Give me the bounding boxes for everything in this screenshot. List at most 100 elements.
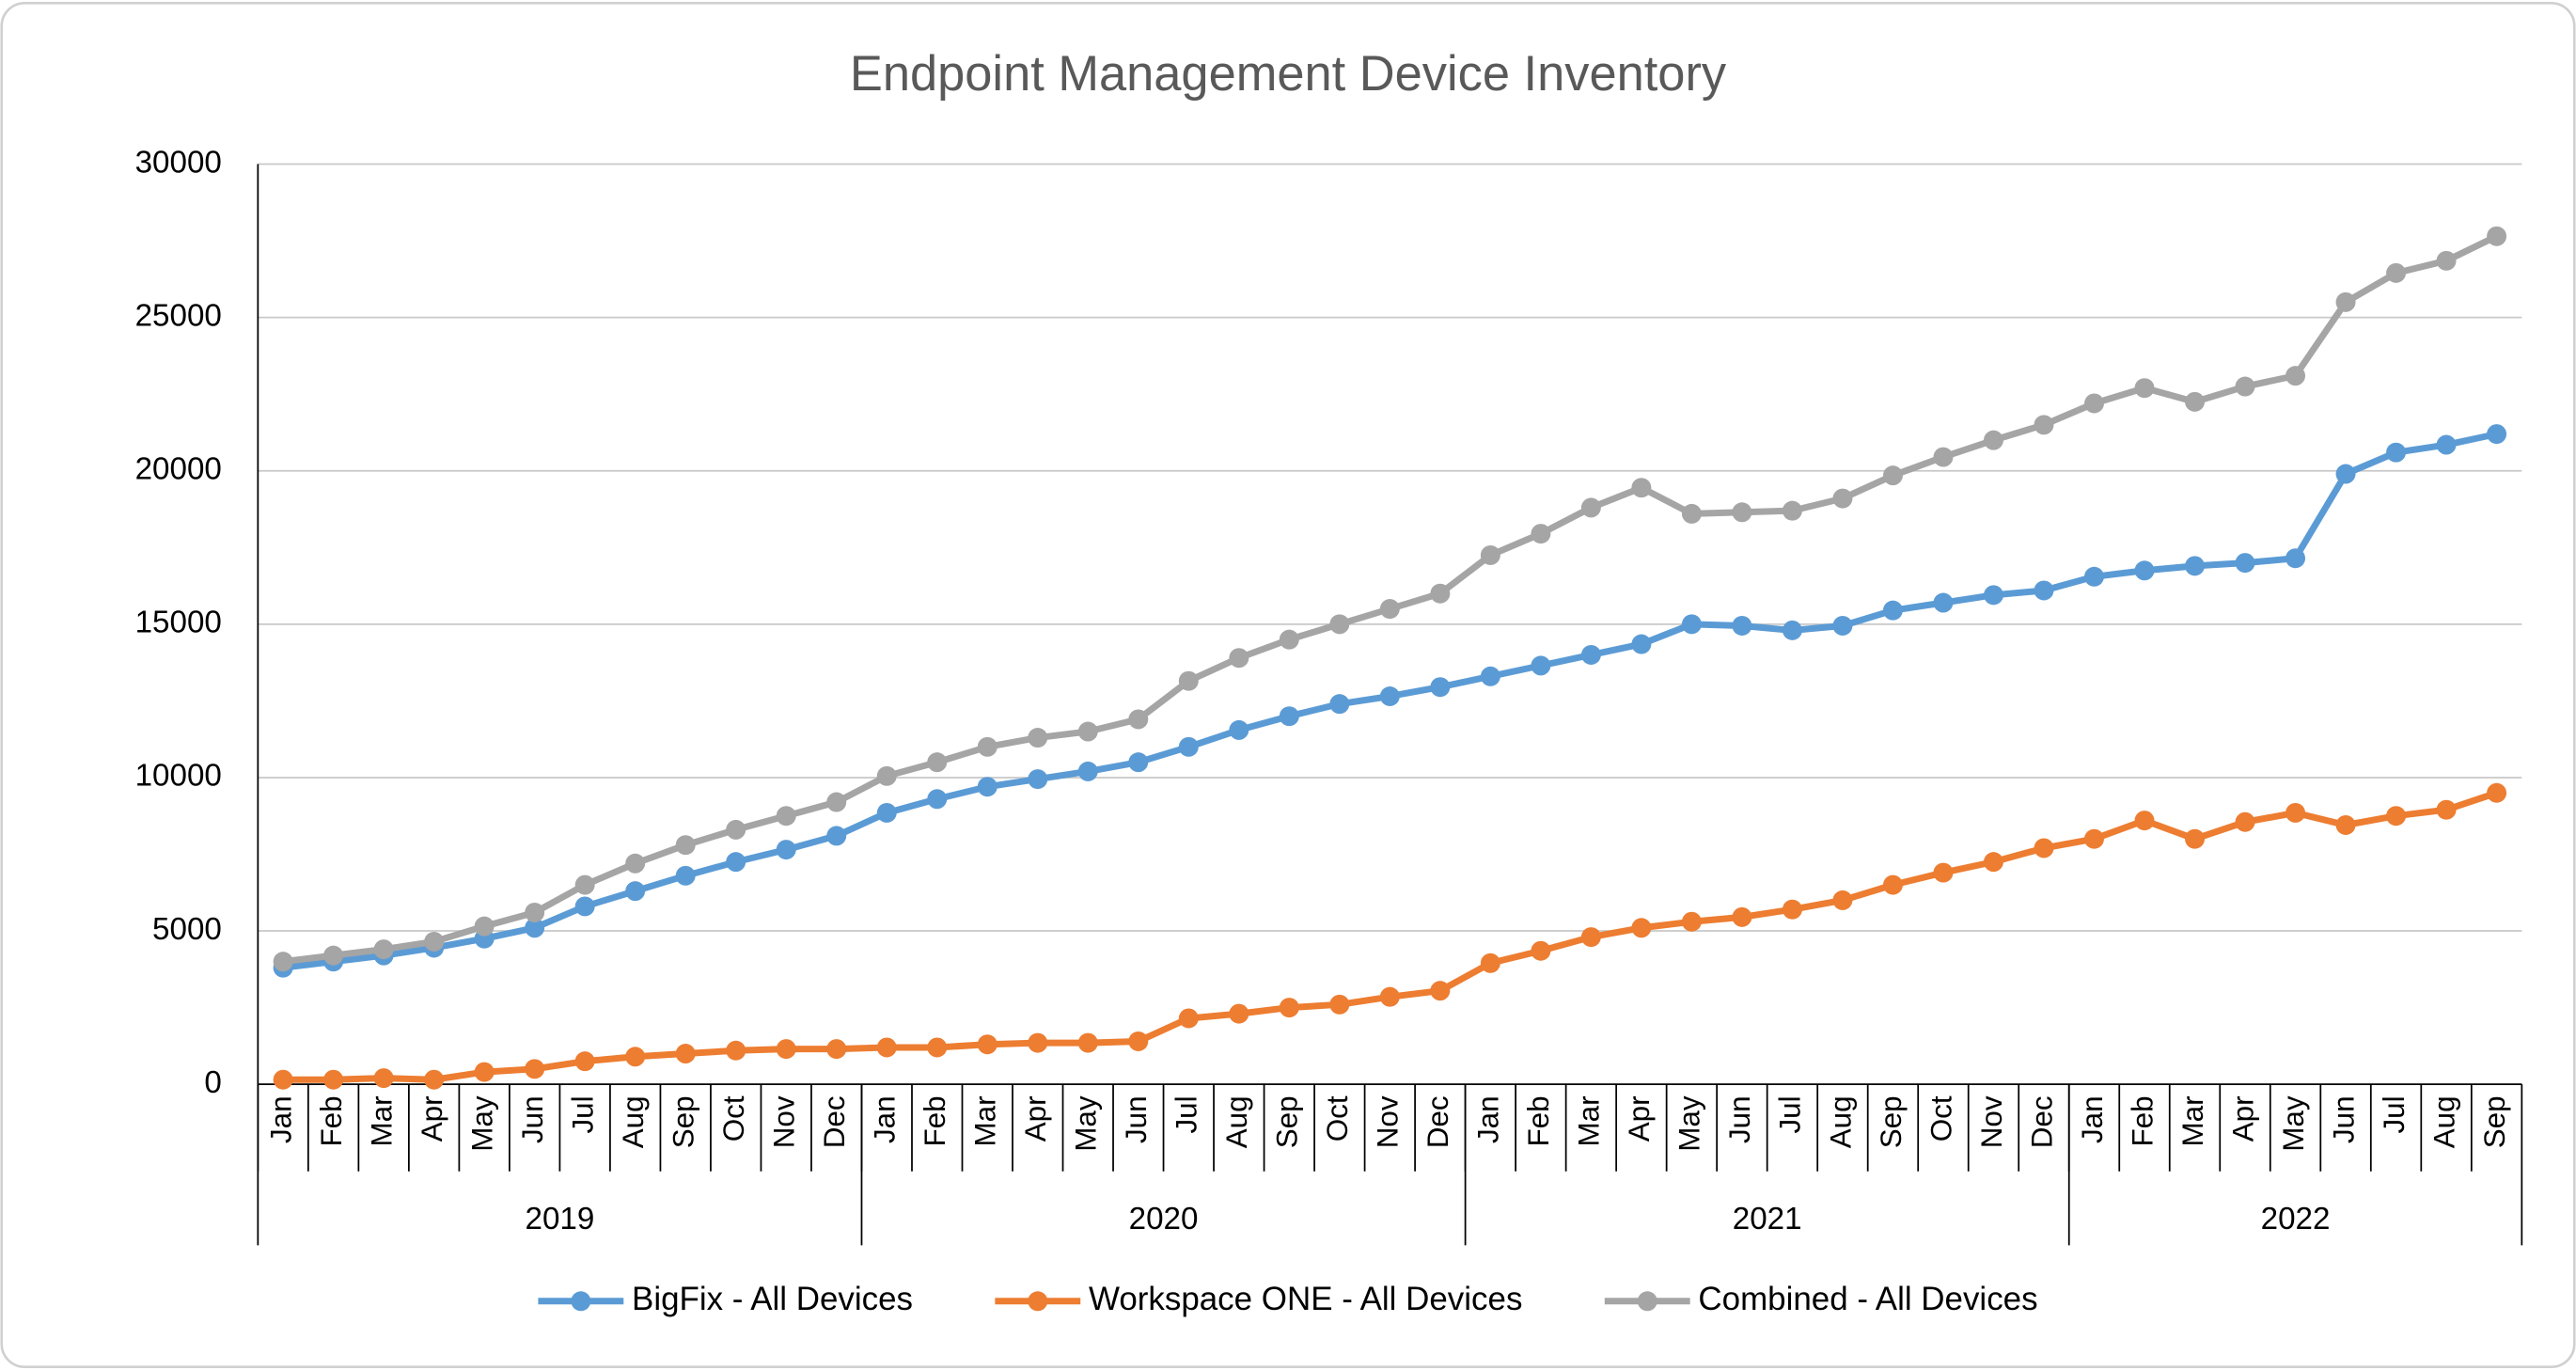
data-point: [675, 865, 696, 886]
data-point: [2134, 378, 2155, 399]
chart-title: Endpoint Management Device Inventory: [850, 47, 1727, 102]
data-point: [826, 826, 847, 846]
data-point: [1732, 502, 1752, 523]
data-point: [2134, 811, 2155, 831]
x-tick-label: Nov: [768, 1095, 801, 1148]
data-point: [2487, 782, 2507, 803]
x-tick-label: Oct: [717, 1095, 750, 1142]
data-point: [1329, 994, 1350, 1015]
x-tick-label: Jul: [1170, 1095, 1203, 1133]
data-point: [726, 852, 746, 873]
data-point: [726, 1040, 746, 1061]
y-tick-label: 30000: [135, 145, 222, 180]
data-point: [776, 840, 796, 860]
x-tick-label: Feb: [919, 1095, 951, 1146]
data-point: [776, 806, 796, 827]
data-point: [1732, 615, 1752, 636]
data-point: [474, 1062, 495, 1082]
data-point: [273, 952, 293, 972]
data-point: [1128, 1031, 1149, 1051]
x-tick-label: Jul: [1774, 1095, 1807, 1133]
data-point: [2134, 560, 2155, 581]
data-point: [373, 1068, 394, 1089]
data-point: [2084, 393, 2104, 414]
data-point: [876, 765, 897, 786]
x-tick-label: Jun: [1120, 1095, 1153, 1143]
data-point: [1631, 634, 1652, 654]
data-point: [1379, 599, 1400, 620]
data-point: [1229, 719, 1249, 740]
data-point: [1178, 736, 1199, 757]
y-tick-label: 25000: [135, 298, 222, 333]
data-point: [1077, 761, 1098, 781]
x-tick-label: Feb: [315, 1095, 348, 1146]
data-point: [1279, 629, 1299, 650]
legend-item: BigFix - All Devices: [538, 1281, 913, 1317]
data-point: [2285, 802, 2306, 823]
data-point: [2386, 262, 2407, 283]
data-point: [1580, 497, 1601, 518]
x-tick-label: Sep: [2478, 1095, 2511, 1148]
y-tick-label: 0: [204, 1065, 221, 1100]
data-point: [927, 752, 948, 773]
legend-marker: [1637, 1291, 1657, 1312]
data-point: [2487, 226, 2507, 246]
data-point: [927, 789, 948, 810]
x-tick-label: Aug: [1220, 1095, 1253, 1148]
data-point: [373, 939, 394, 960]
data-point: [1933, 862, 1954, 883]
x-tick-label: Nov: [1975, 1095, 2008, 1148]
data-point: [675, 1044, 696, 1063]
y-tick-label: 15000: [135, 606, 222, 640]
data-point: [1531, 940, 1551, 961]
x-tick-label: Dec: [1422, 1095, 1454, 1148]
data-point: [323, 945, 344, 966]
legend-label: Combined - All Devices: [1698, 1281, 2037, 1317]
data-point: [826, 792, 847, 812]
x-tick-label: Nov: [1372, 1095, 1405, 1148]
data-point: [1531, 655, 1551, 676]
data-point: [977, 1034, 997, 1055]
x-tick-label: Jan: [2076, 1095, 2109, 1143]
data-point: [1028, 728, 1048, 748]
data-point: [1832, 890, 1853, 910]
data-point: [2386, 442, 2407, 463]
x-tick-label: Sep: [1271, 1095, 1304, 1148]
data-point: [1178, 670, 1199, 691]
data-point: [1631, 478, 1652, 498]
x-tick-label: Jun: [516, 1095, 549, 1143]
x-tick-label: Dec: [818, 1095, 851, 1148]
data-point: [1681, 614, 1702, 635]
x-tick-label: Jul: [566, 1095, 599, 1133]
data-point: [1279, 998, 1299, 1018]
data-point: [525, 902, 545, 922]
data-point: [675, 835, 696, 856]
data-point: [525, 918, 545, 938]
x-tick-label: Jan: [1472, 1095, 1505, 1143]
data-point: [1983, 852, 2003, 873]
x-tick-label: Sep: [1875, 1095, 1908, 1148]
data-point: [1430, 677, 1451, 698]
data-point: [1933, 592, 1954, 613]
data-point: [273, 1069, 293, 1090]
y-tick-label: 10000: [135, 759, 222, 794]
data-point: [1379, 986, 1400, 1007]
data-point: [1983, 585, 2003, 606]
x-tick-label: Apr: [2226, 1095, 2259, 1142]
data-point: [1329, 694, 1350, 715]
data-point: [2285, 366, 2306, 386]
x-tick-label: Feb: [2126, 1095, 2159, 1146]
data-point: [1178, 1008, 1199, 1029]
legend-marker: [1028, 1291, 1048, 1312]
x-tick-label: May: [1070, 1095, 1103, 1152]
data-point: [1480, 666, 1500, 686]
data-point: [1329, 614, 1350, 635]
data-point: [1782, 899, 1802, 920]
x-tick-label: Mar: [969, 1095, 1002, 1146]
data-point: [2436, 799, 2457, 820]
data-point: [2084, 566, 2104, 587]
data-point: [1128, 752, 1149, 773]
data-point: [2235, 811, 2255, 832]
data-point: [424, 1069, 445, 1090]
